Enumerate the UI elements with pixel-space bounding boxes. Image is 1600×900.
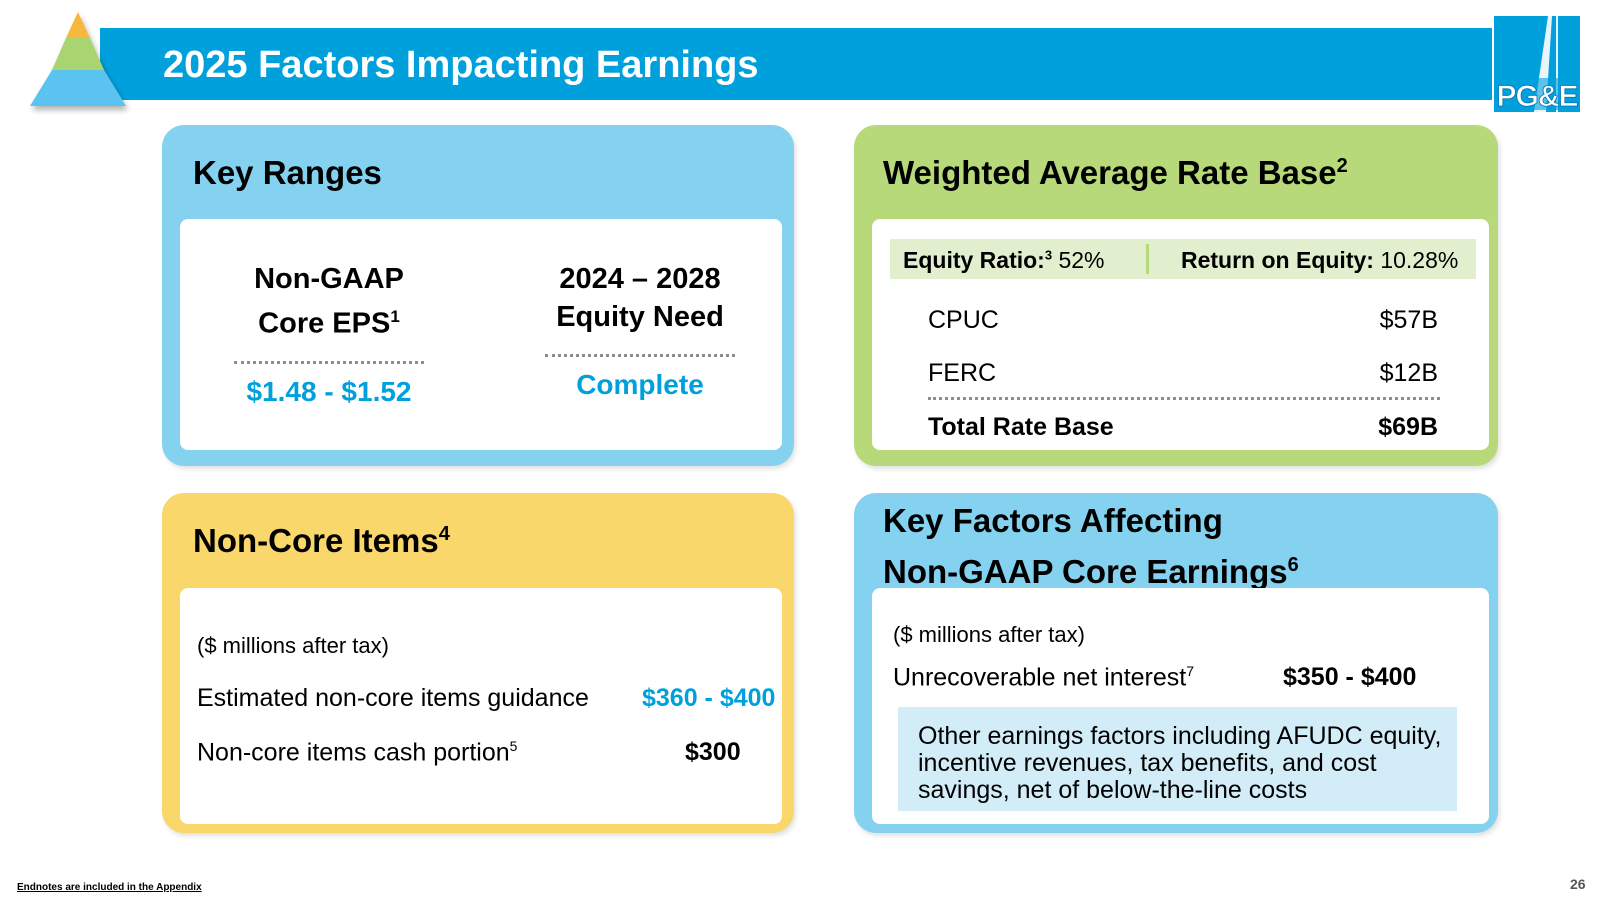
equity-value: Complete xyxy=(576,369,704,400)
cash-portion-value: $300 xyxy=(685,738,741,766)
svg-text:PG&E: PG&E xyxy=(1496,80,1577,112)
cash-portion-label: Non-core items cash portion5 xyxy=(197,738,518,767)
pyramid-icon xyxy=(30,12,126,106)
other-factors-text: Other earnings factors including AFUDC e… xyxy=(918,722,1442,804)
non-core-title: Non-Core Items4 xyxy=(193,522,450,559)
guidance-value: $360 - $400 xyxy=(642,684,776,712)
pge-logo: PG&E xyxy=(1494,16,1580,112)
endnotes-note: Endnotes are included in the Appendix xyxy=(17,882,202,893)
non-core-content xyxy=(180,588,782,824)
non-core-units: ($ millions after tax) xyxy=(197,633,389,658)
page-title: 2025 Factors Impacting Earnings xyxy=(163,44,759,86)
interest-label: Unrecoverable net interest7 xyxy=(893,663,1195,692)
page-number: 26 xyxy=(1570,876,1586,892)
divider xyxy=(234,360,424,364)
divider xyxy=(928,397,1440,400)
eps-column: Non-GAAP Core EPS1 $1.48 - $1.52 xyxy=(219,260,439,408)
equity-ratio: Equity Ratio:3 52% xyxy=(903,247,1105,273)
return-on-equity: Return on Equity: 10.28% xyxy=(1181,247,1459,273)
divider xyxy=(545,354,735,357)
equity-column: 2024 – 2028 Equity Need Complete xyxy=(530,260,750,401)
equity-heading: 2024 – 2028 Equity Need xyxy=(556,263,724,333)
guidance-label: Estimated non-core items guidance xyxy=(197,684,589,712)
key-factors-title: Key Factors Affecting Non-GAAP Core Earn… xyxy=(883,502,1299,590)
separator xyxy=(1146,244,1149,274)
other-factors-box: Other earnings factors including AFUDC e… xyxy=(898,707,1457,811)
eps-value: $1.48 - $1.52 xyxy=(246,375,412,407)
key-factors-units: ($ millions after tax) xyxy=(893,622,1085,647)
eps-heading: Non-GAAP Core EPS1 xyxy=(254,263,404,340)
interest-value: $350 - $400 xyxy=(1283,663,1417,691)
title-bar xyxy=(100,28,1492,100)
key-ranges-content xyxy=(180,219,782,450)
equity-roe-bar: Equity Ratio:3 52% Return on Equity: 10.… xyxy=(890,239,1476,279)
rate-base-title: Weighted Average Rate Base2 xyxy=(883,154,1348,191)
key-ranges-title: Key Ranges xyxy=(193,154,382,191)
